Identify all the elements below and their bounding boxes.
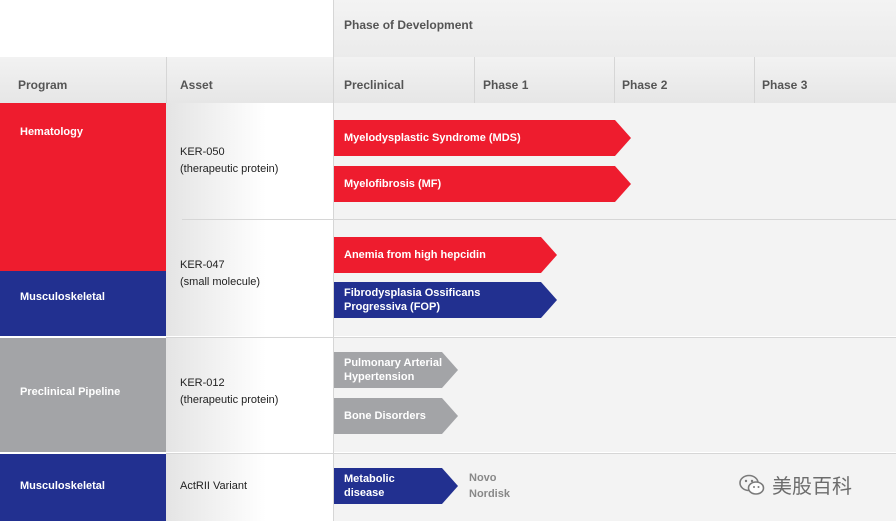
row-divider [182,219,896,220]
column-divider [333,103,334,521]
asset-type: (therapeutic protein) [180,394,279,406]
phase-of-development-title: Phase of Development [344,18,473,32]
program-hematology-block [0,103,166,271]
partner-line1: Novo [469,472,497,484]
bar-metabolic-line1: Metabolic [344,473,395,485]
header-divider [614,57,615,103]
header-phase2: Phase 2 [622,78,668,92]
asset-ker-050: KER-050 (therapeutic protein) [180,144,278,178]
asset-ker-012: KER-012 (therapeutic protein) [180,375,278,409]
bar-fop-line2: Progressiva (FOP) [344,301,440,313]
header-asset: Asset [180,78,213,92]
asset-ker-047: KER-047 (small molecule) [180,257,260,291]
asset-name: KER-012 [180,377,225,389]
partner-line2: Nordisk [469,488,510,500]
asset-name: KER-047 [180,259,225,271]
header-preclinical: Preclinical [344,78,405,92]
program-musculoskeletal-2-block [0,454,166,521]
watermark: 美股百科 [738,470,852,499]
bar-fop: Fibrodysplasia Ossificans Progressiva (F… [334,282,557,318]
program-preclinical-pipeline: Preclinical Pipeline [20,386,121,398]
bar-pah-line1: Pulmonary Arterial [344,357,443,369]
header-divider [166,57,167,103]
header-divider [333,0,334,103]
asset-name: KER-050 [180,146,225,158]
header-program: Program [18,78,68,92]
bar-fop-line1: Fibrodysplasia Ossificans [344,287,481,299]
bar-metabolic-disease: Metabolic disease [334,468,458,504]
partner-novo-nordisk: Novo Nordisk [469,470,510,502]
row-divider [166,453,896,454]
header-divider [754,57,755,103]
program-hematology: Hematology [20,126,83,138]
asset-type: (therapeutic protein) [180,163,279,175]
asset-actrii-variant: ActRII Variant [180,480,248,492]
asset-type: (small molecule) [180,276,261,288]
column-header-row [0,57,896,103]
header-phase3: Phase 3 [762,78,808,92]
header-divider [474,57,475,103]
row-divider [166,337,896,338]
program-musculoskeletal-block [0,271,166,336]
bar-pah: Pulmonary Arterial Hypertension [334,352,458,388]
bar-mf: Myelofibrosis (MF) [334,166,631,202]
bar-metabolic-line2: disease [344,487,385,499]
bar-anemia: Anemia from high hepcidin [334,237,557,273]
program-preclinical-pipeline-block [0,338,166,452]
phase-header-band [333,0,896,57]
wechat-icon [739,474,765,495]
program-musculoskeletal-2: Musculoskeletal [20,480,105,492]
asset-column [166,103,333,521]
program-musculoskeletal: Musculoskeletal [20,291,105,303]
watermark-text: 美股百科 [772,474,852,498]
bar-pah-line2: Hypertension [344,371,415,383]
bar-bone-disorders: Bone Disorders [334,398,458,434]
bar-mds: Myelodysplastic Syndrome (MDS) [334,120,631,156]
header-phase1: Phase 1 [483,78,529,92]
